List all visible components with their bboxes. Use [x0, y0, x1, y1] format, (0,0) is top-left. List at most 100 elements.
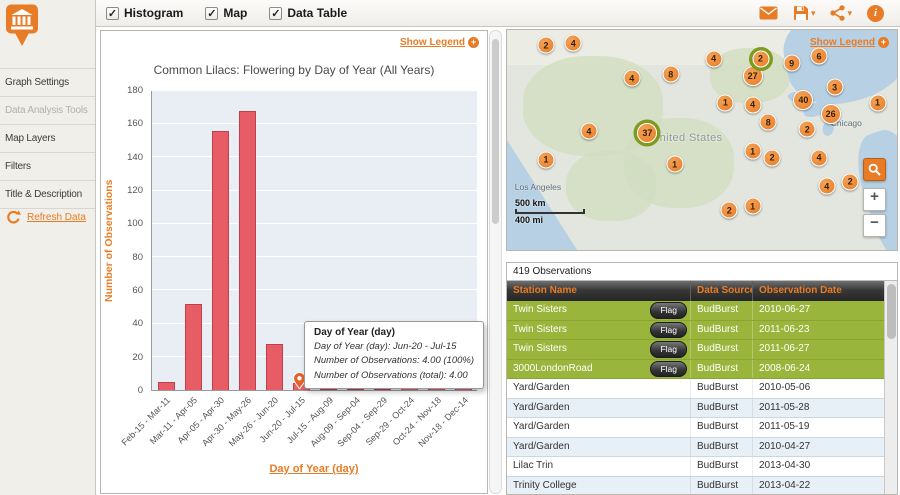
map-cluster-marker-1[interactable]: 1 [716, 94, 734, 112]
share-icon [830, 5, 846, 21]
histogram-show-legend-link[interactable]: Show Legend + [400, 37, 479, 48]
bar-apr-05-apr-30[interactable] [211, 130, 229, 390]
bar-jul-15-aug-09[interactable] [320, 389, 338, 390]
map-cluster-marker-27[interactable]: 27 [742, 66, 763, 87]
bar-sep-04-sep-29[interactable] [374, 389, 392, 390]
map-cluster-marker-4[interactable]: 4 [623, 69, 641, 87]
cell-observation-date: 2010-05-06 [759, 382, 811, 393]
x-axis-title[interactable]: Day of Year (day) [269, 463, 359, 475]
map-cluster-marker-2[interactable]: 2 [720, 201, 738, 219]
bar-mar-11-apr-05[interactable] [184, 303, 202, 390]
table-scrollbar[interactable] [884, 281, 897, 494]
map-search-button[interactable] [863, 158, 886, 181]
sidebar-item-filters[interactable]: Filters [0, 153, 95, 181]
map-cluster-marker-1[interactable]: 1 [537, 151, 555, 169]
map-cluster-marker-6[interactable]: 6 [810, 47, 828, 65]
bar-feb-15-mar-11[interactable] [157, 381, 175, 390]
checkbox-box-map[interactable]: ✓ [205, 6, 219, 20]
table-row[interactable]: Yard/Garden BudBurst 2010-04-27 [507, 437, 884, 457]
email-button[interactable] [759, 6, 778, 20]
map-cluster-marker-1[interactable]: 1 [869, 94, 886, 112]
checkbox-histogram[interactable]: ✓ Histogram [106, 6, 183, 20]
column-header-station-name[interactable]: Station Name [507, 281, 691, 301]
center-scrollbar-thumb[interactable] [492, 39, 499, 224]
gridline [152, 90, 477, 91]
flag-button[interactable]: Flag [650, 360, 687, 377]
map-cluster-marker-4[interactable]: 4 [818, 177, 836, 195]
flag-button[interactable]: Flag [650, 302, 687, 319]
table-row[interactable]: Trinity College BudBurst 2013-04-22 [507, 476, 884, 494]
table-row[interactable]: Yard/Garden BudBurst 2011-05-28 [507, 398, 884, 418]
map-cluster-marker-4[interactable]: 4 [564, 34, 582, 52]
map-cluster-marker-4[interactable]: 4 [705, 50, 723, 68]
map-cluster-marker-2[interactable]: 2 [537, 36, 555, 54]
map-cluster-marker-2[interactable]: 2 [763, 149, 781, 167]
checkbox-map[interactable]: ✓ Map [205, 6, 247, 20]
checkbox-label: Histogram [124, 6, 184, 20]
bar-nov-18-dec-14[interactable] [455, 388, 473, 390]
table-row[interactable]: 3000LondonRoad Flag BudBurst 2008-06-24 [507, 359, 884, 379]
map-cluster-marker-9[interactable]: 9 [783, 54, 801, 72]
map-cluster-marker-1[interactable]: 1 [744, 197, 762, 215]
share-button[interactable]: ▾ [830, 5, 852, 21]
bar-aug-09-sep-04[interactable] [347, 389, 365, 390]
toolbar-checkbox-group: ✓ Histogram ✓ Map ✓ Data Table [106, 6, 347, 20]
flag-button[interactable]: Flag [650, 341, 687, 358]
bar-apr-30-may-26[interactable] [238, 110, 256, 390]
map-cluster-marker-2[interactable]: 2 [798, 120, 816, 138]
map-cluster-marker-26[interactable]: 26 [820, 103, 841, 124]
table-scrollbar-thumb[interactable] [886, 284, 896, 339]
column-header-data-source[interactable]: Data Source [691, 281, 753, 301]
cell-observation-date: 2011-06-23 [759, 323, 810, 335]
refresh-data[interactable]: Refresh Data [0, 210, 86, 225]
map-zoom-out-button[interactable]: − [863, 214, 886, 237]
y-tick-label: 120 [127, 185, 143, 197]
app-logo-icon [3, 2, 41, 48]
center-scrollbar[interactable] [489, 30, 502, 494]
table-row[interactable]: Lilac Trin BudBurst 2013-04-30 [507, 457, 884, 477]
station-name: Yard/Garden [513, 421, 570, 433]
station-name: Twin Sisters [513, 343, 567, 355]
map-cluster-marker-1[interactable]: 1 [744, 142, 762, 160]
cell-data-source: BudBurst [691, 457, 753, 476]
map-cluster-marker-8[interactable]: 8 [759, 113, 777, 131]
map-terrain-patch [565, 151, 656, 221]
flag-button[interactable]: Flag [650, 321, 687, 338]
map-cluster-marker-37[interactable]: 37 [637, 123, 658, 144]
map-cluster-marker-1[interactable]: 1 [666, 155, 684, 173]
table-row[interactable]: Yard/Garden BudBurst 2011-05-19 [507, 418, 884, 438]
map-zoom-in-button[interactable]: + [863, 188, 886, 211]
sidebar-item-data-analysis-tools[interactable]: Data Analysis Tools [0, 97, 95, 125]
map-cluster-marker-4[interactable]: 4 [744, 96, 762, 114]
info-button[interactable]: i [867, 4, 884, 22]
map-show-legend-link[interactable]: Show Legend + [810, 37, 889, 48]
table-row[interactable]: Yard/Garden BudBurst 2010-05-06 [507, 379, 884, 399]
bar-may-26-jun-20[interactable] [265, 343, 283, 390]
sidebar-item-title-description[interactable]: Title & Description [0, 181, 95, 209]
map-cluster-marker-3[interactable]: 3 [826, 78, 844, 96]
gridline [152, 256, 477, 258]
y-tick-label: 60 [132, 285, 143, 297]
refresh-data-link[interactable]: Refresh Data [27, 212, 86, 223]
column-header-observation-date[interactable]: Observation Date [759, 285, 842, 296]
map-cluster-marker-4[interactable]: 4 [810, 149, 828, 167]
cell-data-source: BudBurst [691, 476, 753, 494]
checkbox-data-table[interactable]: ✓ Data Table [269, 6, 347, 20]
table-row[interactable]: Twin Sisters Flag BudBurst 2011-06-27 [507, 340, 884, 360]
cell-station-name: Twin Sisters Flag [507, 320, 691, 339]
save-icon [793, 6, 808, 20]
y-tick-label: 100 [127, 218, 143, 230]
map-cluster-marker-8[interactable]: 8 [662, 65, 680, 83]
save-button[interactable]: ▾ [793, 5, 815, 21]
table-row[interactable]: Twin Sisters Flag BudBurst 2011-06-23 [507, 320, 884, 340]
map-cluster-marker-2[interactable]: 2 [841, 173, 859, 191]
map-cluster-marker-2[interactable]: 2 [752, 50, 769, 68]
checkbox-box-histogram[interactable]: ✓ [106, 6, 119, 20]
sidebar-item-graph-settings[interactable]: Graph Settings [0, 68, 95, 97]
map-cluster-marker-40[interactable]: 40 [793, 90, 814, 111]
checkbox-box-data-table[interactable]: ✓ [269, 6, 283, 20]
map-cluster-marker-4[interactable]: 4 [580, 122, 598, 140]
sidebar-item-map-layers[interactable]: Map Layers [0, 125, 95, 153]
table-row[interactable]: Twin Sisters Flag BudBurst 2010-06-27 [507, 301, 884, 321]
